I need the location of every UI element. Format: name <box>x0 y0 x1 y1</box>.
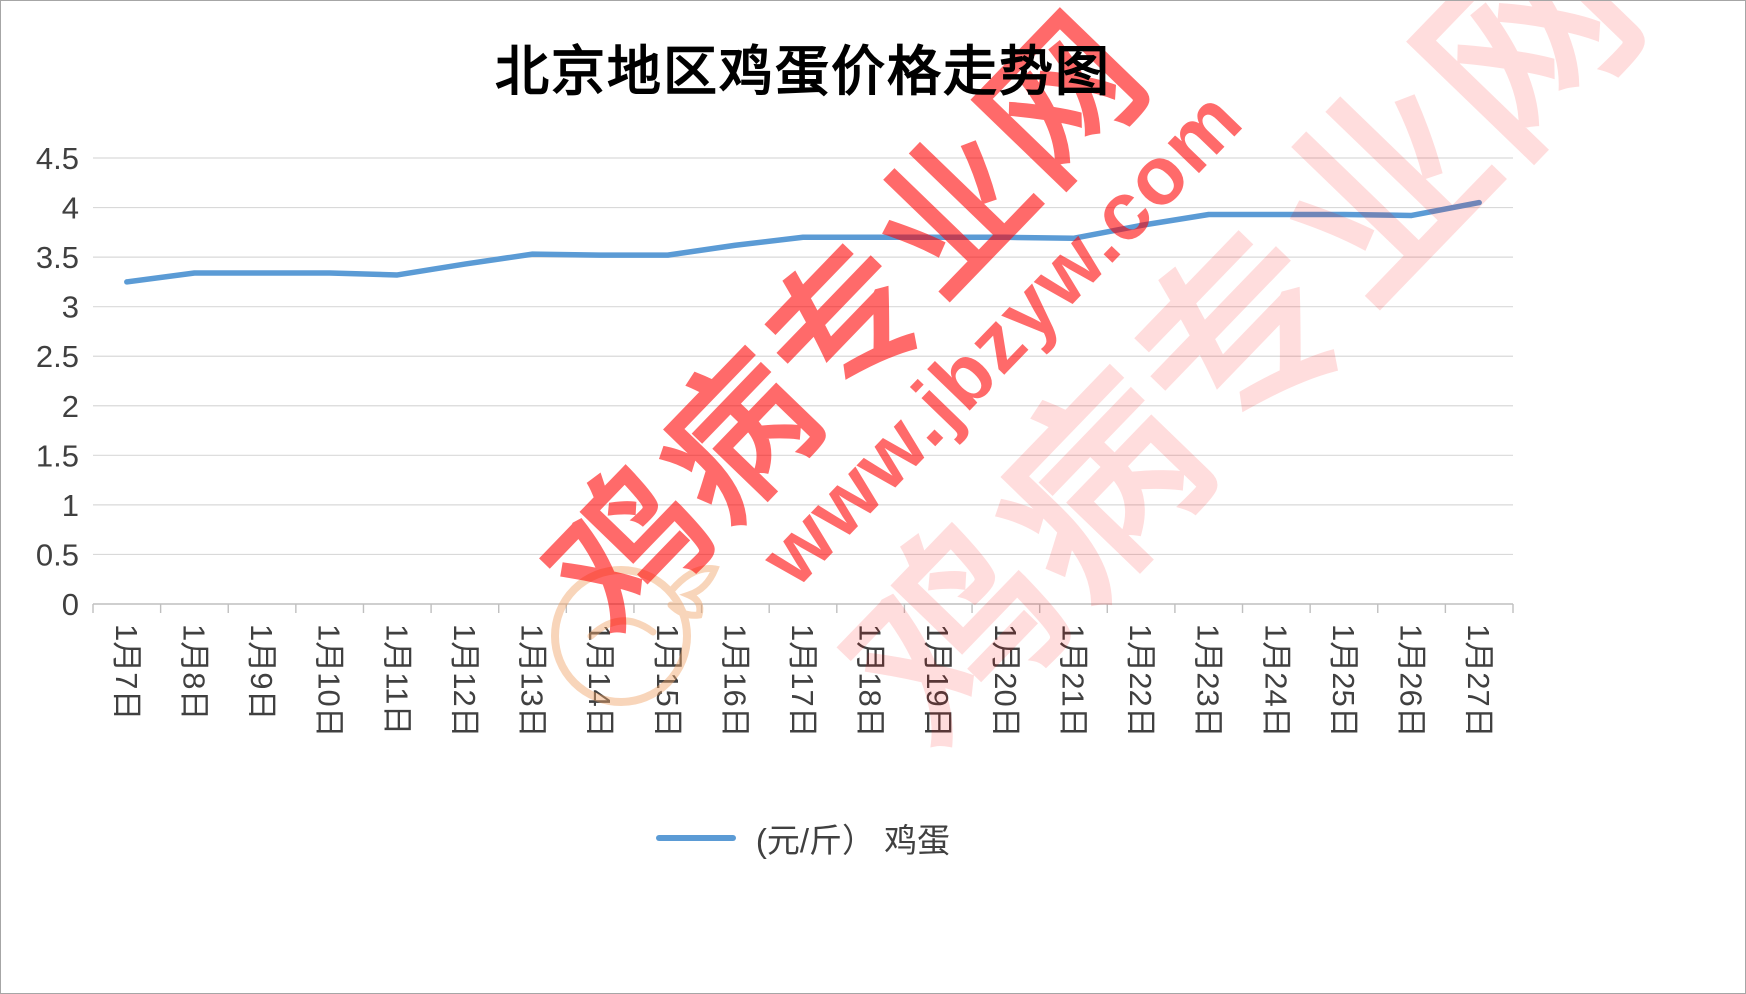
x-axis-tick-label: 1月13日 <box>515 624 550 738</box>
x-axis-tick-label: 1月21日 <box>1055 624 1090 738</box>
x-axis-tick-label: 1月11日 <box>379 624 414 735</box>
x-axis-tick-label: 1月12日 <box>447 624 482 738</box>
x-axis-tick-label: 1月18日 <box>853 624 888 738</box>
x-axis-tick-label: 1月14日 <box>582 624 617 738</box>
y-axis-tick-label: 2 <box>62 389 79 424</box>
x-axis-tick-label: 1月15日 <box>650 624 685 738</box>
x-axis-tick-label: 1月17日 <box>785 624 820 738</box>
x-axis-tick-label: 1月10日 <box>312 624 347 738</box>
x-axis-tick-label: 1月20日 <box>988 624 1023 738</box>
x-axis-tick-label: 1月26日 <box>1394 624 1429 738</box>
y-axis-tick-label: 0 <box>62 587 79 622</box>
y-axis-tick-label: 1 <box>62 488 79 523</box>
x-axis-tick-label: 1月25日 <box>1326 624 1361 738</box>
x-axis-tick-label: 1月23日 <box>1191 624 1226 738</box>
y-axis-tick-label: 4 <box>62 191 79 226</box>
y-axis-tick-label: 1.5 <box>36 438 79 473</box>
legend-label: (元/斤） 鸡蛋 <box>755 822 951 859</box>
price-line-series <box>124 199 1482 285</box>
legend: (元/斤） 鸡蛋 <box>93 813 1513 863</box>
x-axis-tick-label: 1月9日 <box>244 624 279 720</box>
x-axis-tick-label: 1月24日 <box>1258 624 1293 738</box>
x-axis-tick-label: 1月16日 <box>717 624 752 738</box>
y-axis-tick-label: 4.5 <box>36 141 79 176</box>
x-axis-tick-label: 1月19日 <box>920 624 955 738</box>
y-axis-tick-label: 3.5 <box>36 240 79 275</box>
x-axis-tick-label: 1月7日 <box>109 624 144 720</box>
x-axis-tick-label: 1月8日 <box>176 624 211 720</box>
x-axis-tick-label: 1月22日 <box>1123 624 1158 738</box>
x-axis-tick-label: 1月27日 <box>1461 624 1496 738</box>
legend-line-marker <box>655 835 736 841</box>
y-axis-tick-label: 0.5 <box>36 537 79 572</box>
y-axis-tick-label: 2.5 <box>36 339 79 374</box>
chart-title: 北京地区鸡蛋价格走势图 <box>495 39 1111 103</box>
y-axis-tick-label: 3 <box>62 290 79 325</box>
